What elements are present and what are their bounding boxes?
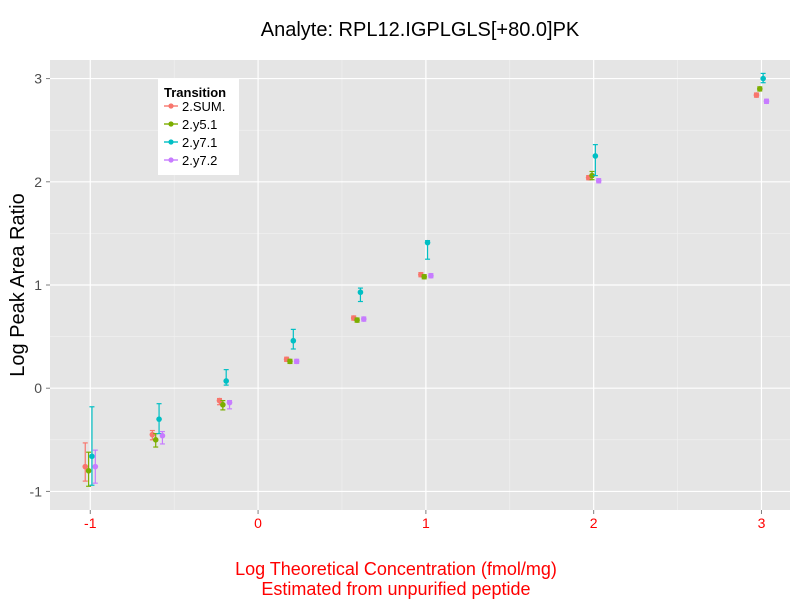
data-point: [216, 397, 223, 404]
legend-key-point: [168, 157, 174, 163]
legend-key-point: [168, 139, 174, 145]
series-2.y7.1: [89, 72, 766, 486]
data-point: [92, 463, 99, 470]
legend-label: 2.SUM.: [182, 99, 225, 114]
legend-item: 2.SUM.: [164, 99, 225, 114]
legend-label: 2.y5.1: [182, 117, 217, 132]
x-tick-label: 0: [254, 515, 262, 531]
data-point: [293, 358, 300, 365]
x-tick-label: 1: [422, 515, 430, 531]
legend-item: 2.y7.1: [164, 135, 217, 150]
y-tick-label: 1: [34, 277, 42, 293]
legend-items: 2.SUM. 2.y5.1 2.y7.1 2.y7.2: [164, 99, 225, 168]
data-point: [290, 337, 297, 344]
y-tick-label: 0: [34, 380, 42, 396]
series-2.y5.1: [85, 86, 763, 487]
legend-key-point: [168, 103, 174, 109]
x-tick-label: -1: [84, 515, 97, 531]
series-2.y7.2: [92, 98, 770, 484]
data-point: [159, 432, 166, 439]
data-point: [753, 92, 760, 98]
data-point: [85, 467, 92, 474]
data-point: [82, 463, 89, 470]
legend-title: Transition: [164, 85, 226, 100]
data-point: [589, 172, 595, 179]
legend-key-point: [168, 121, 174, 127]
data-point: [287, 358, 293, 365]
legend-label: 2.y7.2: [182, 153, 217, 168]
legend: Transition 2.SUM. 2.y5.1 2.y7.1 2.y7.2: [158, 79, 239, 175]
data-point: [763, 98, 770, 105]
data-point: [760, 75, 766, 82]
legend-item: 2.y7.2: [164, 153, 217, 168]
x-axis-ticks: -1 0 1 2 3: [84, 510, 766, 531]
x-tick-label: 3: [758, 515, 766, 531]
data-point: [592, 153, 599, 159]
y-tick-label: -1: [30, 483, 43, 499]
legend-item: 2.y5.1: [164, 117, 217, 132]
data-point: [152, 437, 159, 443]
y-tick-label: 2: [34, 174, 42, 190]
data-point: [149, 431, 156, 438]
data-point: [89, 453, 95, 460]
data-marks: [82, 72, 770, 487]
x-axis-label-line-1: Log Theoretical Concentration (fmol/mg): [235, 559, 557, 579]
data-point: [220, 401, 226, 408]
data-point: [354, 317, 360, 323]
data-point: [226, 399, 233, 406]
x-axis-label-line-2: Estimated from unpurified peptide: [261, 579, 530, 599]
data-point: [357, 289, 364, 296]
x-tick-label: 2: [590, 515, 598, 531]
y-axis-ticks: -1 0 1 2 3: [30, 71, 50, 499]
data-point: [595, 177, 602, 184]
data-point: [421, 273, 427, 280]
y-tick-label: 3: [34, 71, 42, 87]
data-point: [360, 316, 367, 322]
data-point: [223, 378, 229, 384]
major-gridlines: [50, 60, 790, 510]
chart-title: Analyte: RPL12.IGPLGLS[+80.0]PK: [261, 19, 580, 41]
data-point: [156, 416, 162, 422]
data-point: [424, 239, 431, 246]
data-point: [428, 272, 434, 279]
y-axis-label: Log Peak Area Ratio: [7, 193, 29, 376]
data-point: [756, 86, 763, 92]
legend-label: 2.y7.1: [182, 135, 217, 150]
